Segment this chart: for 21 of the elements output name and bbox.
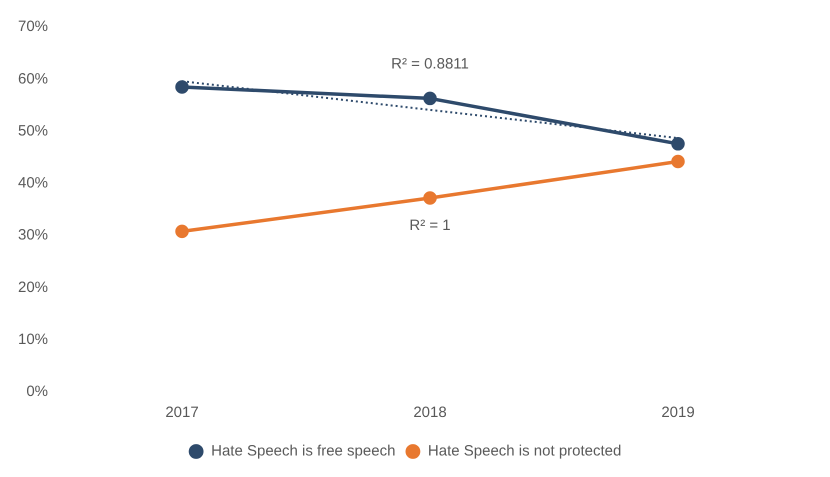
point xyxy=(175,224,189,238)
annotation: R² = 0.8811 xyxy=(391,56,469,73)
point xyxy=(671,154,685,168)
point xyxy=(671,137,685,151)
point xyxy=(423,92,437,106)
x-tick-label: 2018 xyxy=(413,404,447,422)
y-tick-label: 30% xyxy=(18,226,48,244)
y-tick-label: 70% xyxy=(18,18,48,36)
point xyxy=(175,80,189,94)
y-tick-label: 60% xyxy=(18,70,48,88)
legend-label: Hate Speech is not protected xyxy=(428,442,622,460)
y-tick-label: 50% xyxy=(18,122,48,140)
y-tick-label: 0% xyxy=(26,383,48,400)
y-tick-label: 40% xyxy=(18,174,48,192)
legend-label: Hate Speech is free speech xyxy=(211,442,396,460)
x-tick-label: 2017 xyxy=(165,404,199,422)
x-tick-label: 2019 xyxy=(661,404,695,422)
point xyxy=(423,191,437,205)
y-tick-label: 20% xyxy=(18,278,48,296)
annotation: R² = 1 xyxy=(409,217,451,234)
y-tick-label: 10% xyxy=(18,331,48,348)
